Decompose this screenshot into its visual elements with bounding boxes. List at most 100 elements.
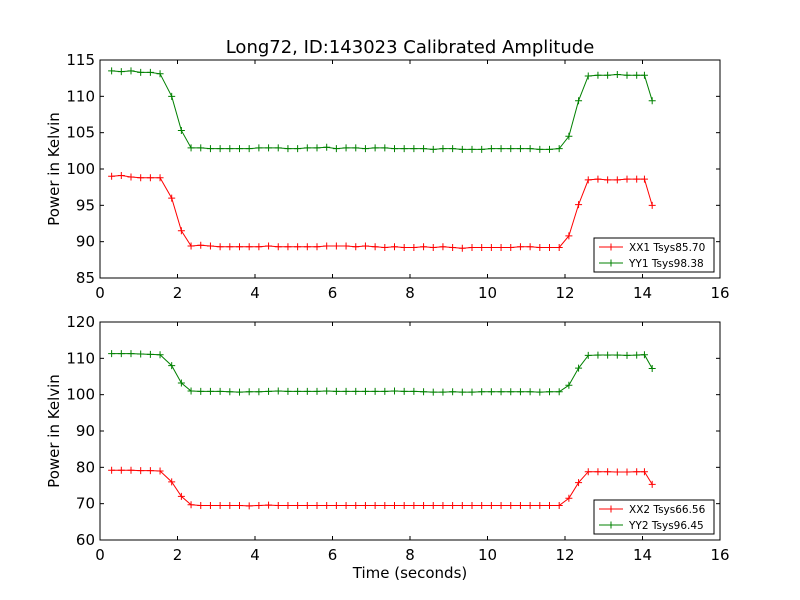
legend-marker (607, 243, 615, 251)
data-point (108, 67, 116, 75)
x-tick-label: 2 (173, 284, 183, 302)
legend-box (593, 237, 715, 273)
data-point (323, 143, 331, 151)
data-point (546, 243, 553, 251)
data-point (197, 387, 205, 395)
data-point (137, 350, 145, 358)
data-point (584, 176, 592, 184)
data-point (197, 144, 205, 152)
data-point (108, 172, 116, 180)
data-point (284, 501, 292, 509)
data-point (381, 387, 389, 395)
legend-label: YY2 Tsys96.45 (628, 520, 704, 532)
x-tick-label: 16 (710, 546, 729, 564)
data-point (313, 144, 321, 152)
y-axis-label: Power in Kelvin (45, 112, 63, 226)
data-point (497, 145, 505, 153)
legend-box (593, 499, 715, 535)
data-point (294, 501, 302, 509)
data-point (400, 145, 408, 153)
legend-label: YY1 Tsys98.38 (628, 258, 704, 270)
data-point (640, 71, 648, 79)
data-point (352, 243, 360, 251)
data-point (391, 243, 398, 251)
data-point (294, 387, 302, 395)
data-point (361, 145, 369, 153)
data-point (429, 388, 437, 396)
data-point (127, 466, 135, 474)
data-point (584, 468, 592, 476)
data-point (323, 387, 331, 395)
data-point (361, 501, 369, 509)
data-point (648, 480, 656, 488)
x-axis-label: Time (seconds) (352, 564, 468, 582)
data-point (342, 387, 350, 395)
legend-marker (607, 521, 615, 529)
data-point (546, 388, 553, 396)
x-tick-label: 4 (250, 546, 260, 564)
data-point (391, 387, 398, 395)
data-point (187, 387, 195, 395)
data-point (168, 194, 176, 202)
data-point (216, 243, 224, 251)
data-point (536, 243, 544, 251)
data-point (526, 243, 534, 251)
data-point (303, 501, 311, 509)
data-point (468, 388, 476, 396)
data-point (449, 243, 457, 251)
data-point (640, 351, 648, 359)
data-point (420, 501, 428, 509)
data-point (206, 242, 214, 250)
data-point (429, 501, 437, 509)
data-point (555, 388, 563, 396)
data-point (117, 466, 125, 474)
data-point (236, 388, 243, 396)
data-point (613, 468, 621, 476)
y-tick-label: 105 (66, 124, 95, 142)
data-point (497, 243, 505, 251)
data-point (303, 243, 311, 251)
series-line-xx2 (111, 469, 653, 507)
data-point (420, 388, 428, 396)
data-point (371, 144, 379, 152)
data-point (236, 145, 243, 153)
data-point (303, 387, 311, 395)
data-point (613, 176, 621, 184)
data-point (410, 387, 418, 395)
data-point (177, 227, 185, 235)
data-point (633, 468, 641, 476)
legend: XX2 Tsys66.56 YY2 Tsys96.45 (593, 499, 715, 535)
data-point (294, 145, 302, 153)
y-tick-label: 110 (66, 87, 95, 105)
data-point (648, 201, 656, 209)
y-tick-label: 100 (66, 386, 95, 404)
data-point (400, 501, 408, 509)
data-point (458, 501, 466, 509)
data-point (313, 501, 321, 509)
top-plot: 0 2 4 6 8 10 12 14 16 85 90 95 100 105 110 115 Power in … (45, 51, 730, 302)
data-point (497, 501, 505, 509)
data-point (449, 388, 457, 396)
data-point (478, 388, 486, 396)
data-point (487, 145, 495, 153)
data-point (226, 501, 234, 509)
data-point (146, 68, 154, 76)
data-point (640, 468, 648, 476)
data-point (604, 468, 612, 476)
legend-label: XX1 Tsys85.70 (629, 242, 705, 254)
data-point (594, 468, 602, 476)
data-point (226, 145, 234, 153)
data-point (332, 387, 340, 395)
data-point (245, 388, 253, 396)
y-tick-label: 95 (76, 196, 95, 214)
bottom-plot: 0 2 4 6 8 10 12 14 16 60 70 80 90 100 110 120 Power in K… (45, 313, 730, 582)
x-tick-label: 16 (710, 284, 729, 302)
data-point (342, 501, 350, 509)
data-point (458, 388, 466, 396)
data-point (555, 501, 563, 509)
data-point (439, 145, 447, 153)
data-point (265, 144, 273, 152)
data-point (420, 243, 428, 251)
data-point (108, 466, 116, 474)
